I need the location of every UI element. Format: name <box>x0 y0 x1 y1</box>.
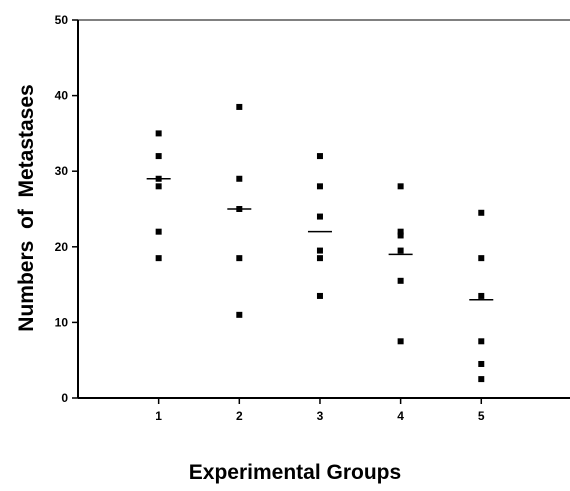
data-point <box>478 338 485 345</box>
data-point <box>316 183 323 190</box>
x-tick-label: 5 <box>478 409 485 423</box>
data-point <box>478 209 485 216</box>
x-tick-label: 2 <box>236 409 243 423</box>
x-axis-label: Experimental Groups <box>189 461 401 484</box>
data-marks <box>146 103 494 383</box>
y-tick-label: 30 <box>55 164 69 178</box>
x-tick-label: 4 <box>397 409 404 423</box>
data-point <box>155 153 162 160</box>
data-point <box>397 183 404 190</box>
x-tick-label: 1 <box>155 409 162 423</box>
y-tick-label: 40 <box>55 89 69 103</box>
data-point <box>155 130 162 137</box>
data-point <box>155 255 162 262</box>
data-point <box>236 175 243 182</box>
data-point <box>478 376 485 383</box>
axes <box>77 19 570 399</box>
data-point <box>316 247 323 254</box>
data-point <box>397 277 404 284</box>
y-tick-label: 10 <box>55 315 69 329</box>
y-tick-label: 20 <box>55 240 69 254</box>
data-point <box>316 153 323 160</box>
y-tick-label: 0 <box>61 391 68 405</box>
data-point <box>316 213 323 220</box>
data-point <box>236 103 243 110</box>
y-ticks: 0 10 20 30 40 50 <box>55 13 78 405</box>
data-point <box>316 292 323 299</box>
x-ticks: 1 2 3 4 5 <box>155 398 485 423</box>
y-tick-label: 50 <box>55 13 69 27</box>
data-point <box>397 232 404 239</box>
data-point <box>478 360 485 367</box>
data-point <box>236 255 243 262</box>
data-point <box>155 228 162 235</box>
data-point <box>155 183 162 190</box>
data-point <box>478 255 485 262</box>
data-point <box>397 247 404 254</box>
data-point <box>478 292 485 299</box>
x-tick-label: 3 <box>317 409 324 423</box>
data-point <box>316 255 323 262</box>
data-point <box>397 338 404 345</box>
data-point <box>397 228 404 235</box>
data-point <box>236 311 243 318</box>
y-axis-label: Numbers of Metastases <box>15 84 38 331</box>
